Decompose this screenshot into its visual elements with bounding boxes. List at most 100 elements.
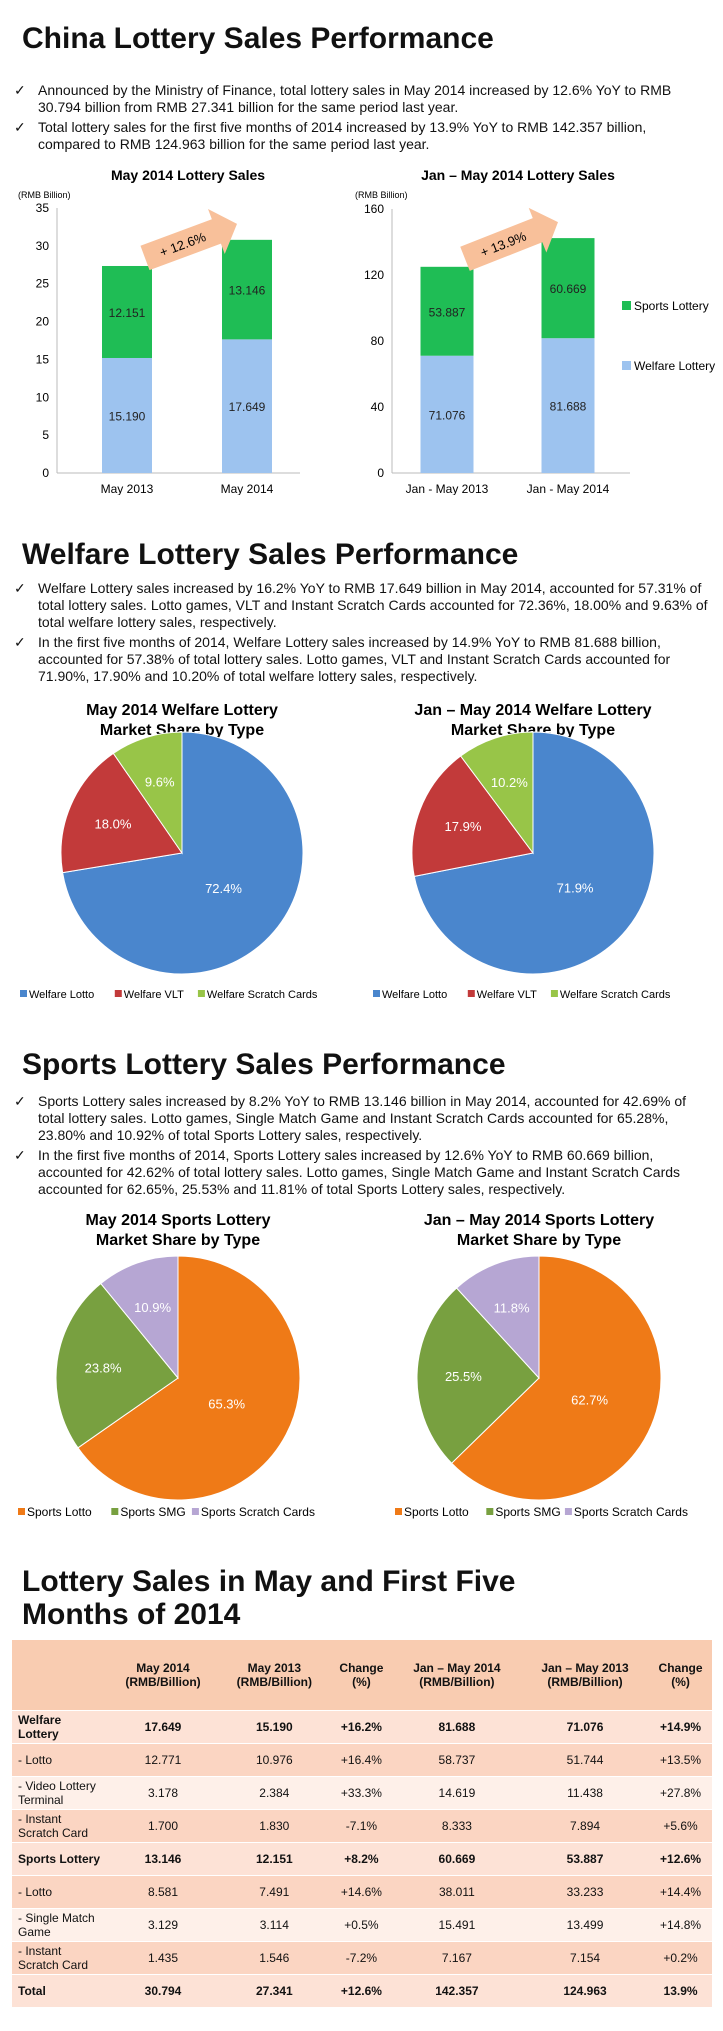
pie-slice: [60, 752, 183, 874]
table-cell: 7.491: [218, 1875, 330, 1909]
table-cell: 1.546: [218, 1941, 330, 1975]
table-cell: 27.341: [218, 1974, 330, 2007]
section-title-china: China Lottery Sales Performance: [22, 22, 494, 55]
legend-label: Sports SMG: [495, 1505, 560, 1519]
table-cell: - Video Lottery Terminal: [12, 1776, 108, 1810]
section-title-table: Lottery Sales in May and First Five Mont…: [22, 1565, 516, 1631]
table-cell: 15.491: [392, 1908, 521, 1942]
table-cell: 7.894: [520, 1809, 650, 1843]
table-cell: 13.499: [520, 1908, 650, 1942]
legend-swatch: [20, 990, 27, 997]
table-header-cell: Change (%): [329, 1640, 393, 1711]
table-cell: 53.887: [520, 1842, 650, 1876]
table-cell: +13.5%: [649, 1743, 712, 1777]
legend-swatch: [191, 1508, 199, 1515]
slice-label: 18.0%: [95, 817, 132, 832]
table-cell: - Single Match Game: [12, 1908, 108, 1942]
slice-label: 62.7%: [571, 1392, 608, 1407]
y-tick-label: 20: [36, 315, 50, 329]
pie-slice: [455, 1255, 540, 1380]
table-header-cell: May 2013 (RMB/Billion): [218, 1640, 330, 1711]
table-row: Welfare Lottery 17.649 15.190 +16.2% 81.688 7…: [12, 1710, 712, 1744]
legend-label: Sports Scratch Cards: [201, 1505, 315, 1519]
legend-label: Welfare VLT: [477, 989, 537, 1001]
chart-subtitle: Market Share by Type: [96, 1232, 260, 1249]
table-cell: +0.5%: [329, 1908, 393, 1942]
table-cell: +5.6%: [649, 1809, 712, 1843]
bar-sports: [420, 266, 474, 356]
pie-slice: [62, 731, 304, 975]
table-cell: 38.011: [392, 1875, 521, 1909]
bullet-item: ✓ Announced by the Ministry of Finance, t…: [14, 82, 672, 115]
legend-swatch: [467, 990, 475, 997]
legend-swatch: [486, 1508, 494, 1515]
legend-label: Sports Lotto: [404, 1505, 469, 1519]
table-cell: -7.2%: [329, 1941, 393, 1975]
table-cell: +16.4%: [329, 1743, 393, 1777]
table-cell: - Instant Scratch Card: [12, 1941, 108, 1975]
sales-table: May 2014 (RMB/Billion) May 2013 (RMB/Bill…: [12, 1640, 712, 2007]
bar-sports: [541, 238, 595, 339]
data-label: 53.887: [429, 305, 466, 319]
table-cell: Welfare Lottery: [12, 1710, 108, 1744]
check-icon: ✓: [14, 82, 26, 98]
legend-label: Sports Lotto: [27, 1505, 92, 1519]
legend-swatch: [564, 1508, 572, 1515]
table-cell: 1.435: [107, 1941, 219, 1975]
check-icon: ✓: [14, 119, 26, 135]
data-label: 81.688: [550, 400, 587, 414]
slice-label: 65.3%: [208, 1396, 245, 1411]
data-label: 15.190: [109, 409, 146, 423]
data-label: 60.669: [550, 282, 587, 296]
table-cell: +14.4%: [649, 1875, 712, 1909]
table-cell: -7.1%: [329, 1809, 393, 1843]
y-tick-label: 10: [36, 390, 50, 404]
legend-swatch: [395, 1508, 402, 1515]
table-cell: 81.688: [392, 1710, 521, 1744]
pie-slice: [77, 1255, 301, 1501]
legend-label: Welfare VLT: [124, 989, 184, 1001]
legend-swatch: [114, 990, 122, 997]
pie-slice: [112, 731, 183, 855]
table-cell: 12.771: [107, 1743, 219, 1777]
slice-label: 11.8%: [494, 1300, 530, 1315]
table-header-cell: Jan – May 2014 (RMB/Billion): [392, 1640, 521, 1711]
table-row: - Instant Scratch Card 1.435 1.546 -7.2% 7.1…: [12, 1941, 712, 1975]
bar-welfare: [541, 338, 595, 473]
legend-swatch: [18, 1508, 25, 1515]
data-label: 71.076: [429, 408, 466, 422]
chart-title: Jan – May 2014 Sports Lottery: [424, 1212, 654, 1229]
bullet-item: ✓ Welfare Lottery sales increased by 16.2…: [14, 580, 708, 630]
slice-label: 25.5%: [445, 1369, 482, 1384]
y-tick-label: 0: [42, 466, 49, 480]
chart-title: Jan – May 2014 Lottery Sales: [421, 167, 615, 183]
bar-chart-jan-may: Jan – May 2014 Lottery Sales (RMB Billion…: [355, 167, 715, 495]
table-row: - Instant Scratch Card 1.700 1.830 -7.1% 8.3…: [12, 1809, 712, 1843]
table-header-cell: [12, 1640, 108, 1711]
section-title-welfare: Welfare Lottery Sales Performance: [22, 538, 519, 571]
table-row: Sports Lottery 13.146 12.151 +8.2% 60.669 53.…: [12, 1842, 712, 1876]
table-row: - Single Match Game 3.129 3.114 +0.5% 15.491…: [12, 1908, 712, 1942]
y-tick-label: 35: [36, 201, 50, 215]
table-row: - Lotto 8.581 7.491 +14.6% 38.011 33.233 +14.4…: [12, 1875, 712, 1909]
table-cell: +16.2%: [329, 1710, 393, 1744]
slice-label: 72.4%: [205, 881, 242, 896]
bar-welfare: [420, 355, 474, 473]
table-header-row: May 2014 (RMB/Billion) May 2013 (RMB/Bill…: [12, 1640, 712, 1711]
x-tick-label: Jan - May 2013: [406, 482, 489, 495]
table-header-cell: May 2014 (RMB/Billion): [107, 1640, 219, 1711]
check-icon: ✓: [14, 634, 26, 650]
table-cell: +33.3%: [329, 1776, 393, 1810]
china-bullets: ✓ Announced by the Ministry of Finance, t…: [10, 82, 710, 156]
table-cell: 1.830: [218, 1809, 330, 1843]
table-cell: 71.076: [520, 1710, 650, 1744]
table-cell: 13.146: [107, 1842, 219, 1876]
chart-title: Jan – May 2014 Welfare Lottery: [414, 702, 651, 719]
table-cell: +14.9%: [649, 1710, 712, 1744]
table-cell: +8.2%: [329, 1842, 393, 1876]
slice-label: 23.8%: [85, 1361, 122, 1376]
data-label: 13.146: [229, 284, 266, 298]
table-cell: 7.154: [520, 1941, 650, 1975]
table-cell: 11.438: [520, 1776, 650, 1810]
table-cell: - Lotto: [12, 1743, 108, 1777]
